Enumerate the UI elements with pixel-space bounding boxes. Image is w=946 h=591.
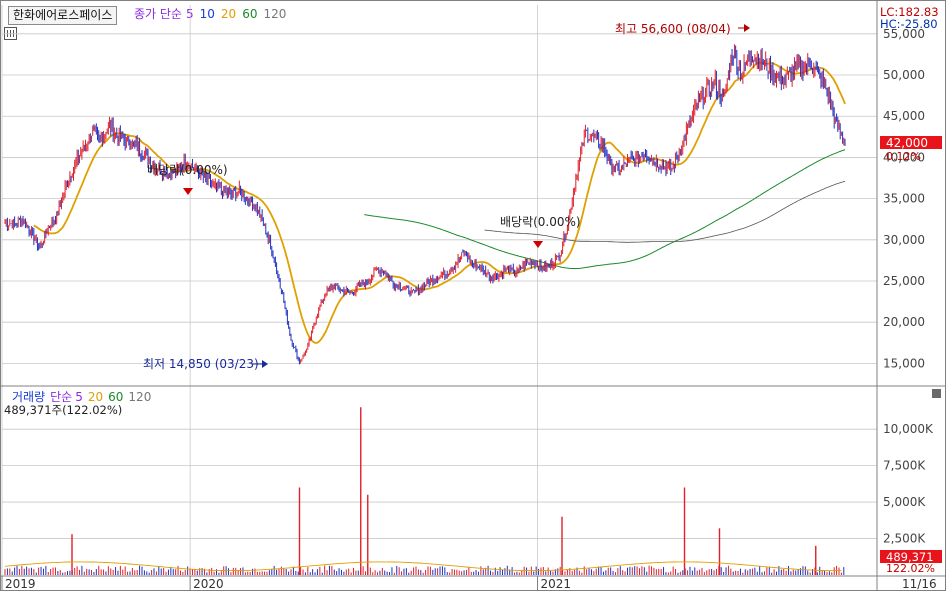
volume-legend-label: 거래량 bbox=[12, 390, 46, 404]
ma120-line bbox=[484, 180, 846, 243]
volume-badge-value: 489,371 bbox=[886, 550, 934, 564]
x-tick-label: 2021 bbox=[541, 577, 572, 591]
volume-tick-label: 10,000K bbox=[883, 422, 934, 436]
price-tick-label: 15,000 bbox=[883, 356, 925, 370]
legend-ma60: 60 bbox=[242, 7, 258, 21]
dividend-marker-1-icon bbox=[183, 188, 193, 195]
volume-legend-ma120: 120 bbox=[128, 390, 152, 404]
volume-legend-ma20: 20 bbox=[87, 390, 104, 404]
dividend-label-1: 배당락(0.00%) bbox=[147, 163, 228, 177]
panel-toggle-button[interactable] bbox=[932, 389, 941, 398]
ma-lines bbox=[33, 61, 846, 344]
low-annotation: 최저 14,850 (03/23) bbox=[143, 357, 259, 371]
price-tick-label: 50,000 bbox=[883, 68, 925, 82]
current-price-value: 42,000 bbox=[886, 136, 928, 150]
volume-tick-label: 2,500K bbox=[883, 532, 926, 546]
x-tick-label: 11/16 bbox=[902, 577, 937, 591]
ma60-line bbox=[364, 149, 846, 270]
ma20-line bbox=[33, 61, 846, 344]
high-annotation: 최고 56,600 (08/04) bbox=[615, 22, 731, 36]
price-tick-label: 35,000 bbox=[883, 192, 925, 206]
legend-ma120: 120 bbox=[263, 7, 287, 21]
volume-bars bbox=[4, 407, 845, 575]
current-change-value: 0.12% bbox=[886, 150, 921, 163]
volume-legend-method: 단순 bbox=[50, 390, 73, 404]
volume-value-text: 489,371주(122.02%) bbox=[4, 403, 123, 417]
volume-ma-lines bbox=[4, 561, 842, 572]
volume-badge-pct: 122.02% bbox=[886, 562, 935, 575]
price-tick-label: 25,000 bbox=[883, 274, 925, 288]
dividend-label-2: 배당락(0.00%) bbox=[500, 215, 581, 229]
low-arrow-icon bbox=[262, 360, 268, 368]
stock-name-field[interactable]: 한화에어로스페이스 bbox=[8, 6, 118, 25]
dividend-marker-2-icon bbox=[533, 241, 543, 248]
current-price-badge bbox=[880, 136, 942, 149]
price-tick-label: 40,000 bbox=[883, 150, 925, 164]
x-tick-label: 2020 bbox=[193, 577, 224, 591]
price-tick-label: 30,000 bbox=[883, 233, 925, 247]
volume-badge bbox=[880, 550, 942, 563]
lc-indicator: LC:182.83 bbox=[880, 5, 939, 19]
high-arrow-icon bbox=[744, 24, 750, 32]
price-tick-label: 45,000 bbox=[883, 109, 925, 123]
x-tick-label: 2019 bbox=[5, 577, 36, 591]
legend-ma20: 20 bbox=[220, 7, 237, 21]
legend-label: 종가 단순 bbox=[134, 7, 182, 21]
volume-legend-ma5: 5 bbox=[75, 390, 83, 404]
volume-ma-line bbox=[4, 561, 842, 572]
volume-tick-label: 5,000K bbox=[883, 495, 926, 509]
legend-ma10: 10 bbox=[199, 7, 215, 21]
hc-indicator: HC:-25.80 bbox=[880, 17, 938, 31]
volume-legend: 거래량 단순 5 20 60 120 bbox=[12, 388, 156, 405]
price-tick-label: 55,000 bbox=[883, 27, 925, 41]
price-tick-label: 20,000 bbox=[883, 315, 925, 329]
volume-legend-ma60: 60 bbox=[108, 390, 124, 404]
volume-tick-label: 7,500K bbox=[883, 459, 926, 473]
candles bbox=[4, 44, 846, 365]
grid bbox=[1, 5, 877, 575]
